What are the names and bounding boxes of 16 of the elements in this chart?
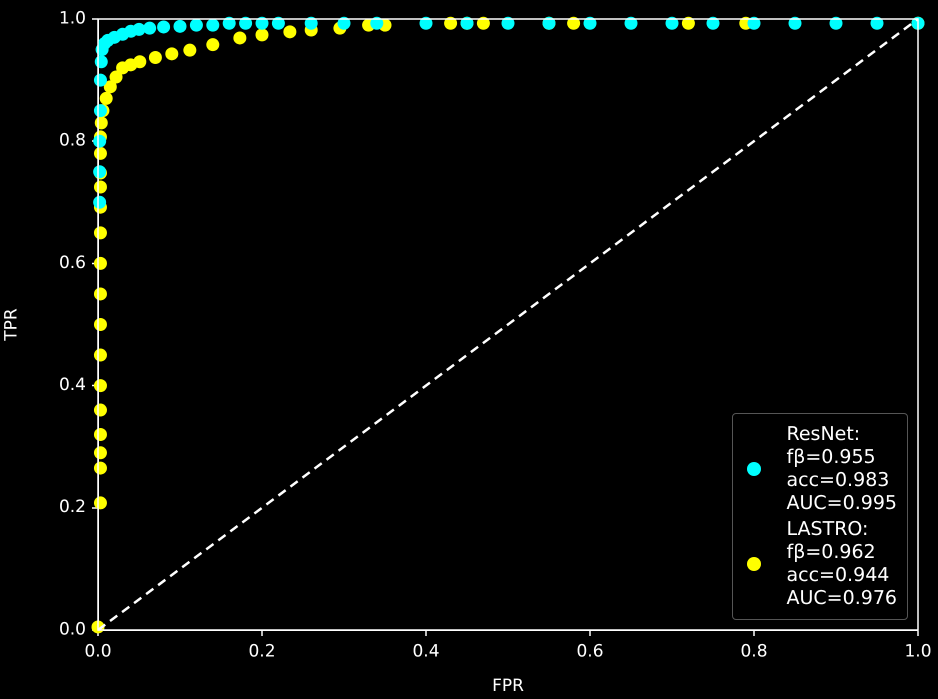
x-tick-label: 1.0 <box>904 642 932 662</box>
y-tick-label: 0.8 <box>58 130 86 151</box>
x-tick-label: 0.4 <box>412 642 440 662</box>
x-axis-title: FPR <box>492 676 524 696</box>
y-tick-label: 0.4 <box>58 375 86 396</box>
y-tick-label: 1.0 <box>58 8 86 28</box>
x-tick-label: 0.8 <box>740 642 768 662</box>
x-tick-label: 0.6 <box>576 642 604 662</box>
y-tick-label: 0.0 <box>58 619 86 640</box>
x-tick-label: 0.2 <box>248 642 276 662</box>
y-tick-label: 0.6 <box>58 252 86 273</box>
y-axis-title: TPR <box>2 308 22 342</box>
legend-label: LASTRO: fβ=0.962 acc=0.944 AUC=0.976 <box>786 518 897 610</box>
x-tick-label: 0.0 <box>84 642 112 662</box>
y-tick-label: 0.2 <box>58 497 86 518</box>
legend-label: ResNet: fβ=0.955 acc=0.983 AUC=0.995 <box>786 423 897 515</box>
